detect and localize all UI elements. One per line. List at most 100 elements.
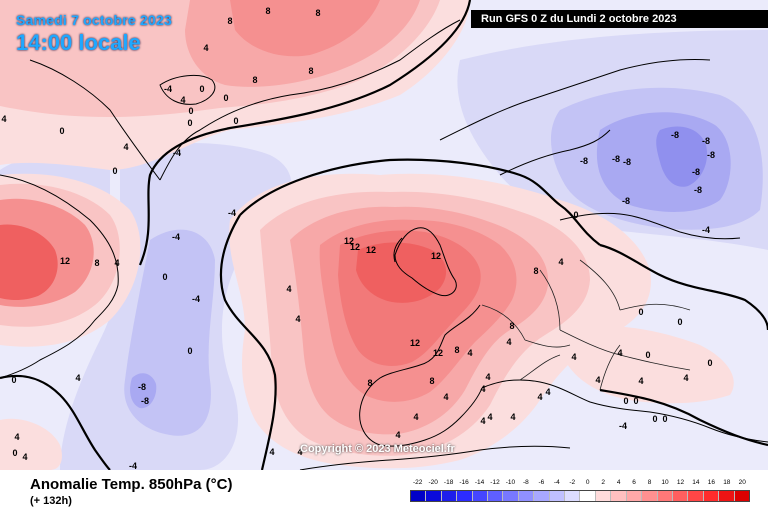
contour-label: 4 [269, 447, 274, 457]
legend-label: 4 [616, 479, 621, 486]
contour-label: 12 [60, 256, 70, 266]
contour-label: 0 [662, 414, 667, 424]
legend-label: -4 [553, 479, 560, 486]
legend-swatch [411, 491, 427, 501]
legend-swatch [595, 491, 612, 501]
contour-label: -8 [612, 154, 620, 164]
legend-label: -12 [490, 479, 500, 486]
legend-label: 16 [707, 479, 715, 486]
contour-label: 0 [187, 118, 192, 128]
contour-label: 0 [707, 358, 712, 368]
legend-label: 6 [632, 479, 636, 486]
legend-label: -14 [474, 479, 485, 486]
contour-label: 12 [410, 338, 420, 348]
contour-label: 4 [467, 348, 472, 358]
legend-swatch [642, 491, 658, 501]
legend-swatch [657, 491, 673, 501]
contour-label: 0 [199, 84, 204, 94]
contour-label: 0 [652, 414, 657, 424]
legend-label: -20 [428, 479, 438, 486]
legend-label: -16 [459, 479, 469, 486]
coast-baltic [559, 212, 741, 240]
contour-label: 0 [623, 396, 628, 406]
contour-label: 8 [94, 258, 99, 268]
contour-label: 8 [429, 376, 434, 386]
contour-label: 4 [617, 348, 622, 358]
field-title: Anomalie Temp. 850hPa (°C) [30, 476, 233, 493]
contour-label: 12 [344, 236, 354, 246]
map-footer: Anomalie Temp. 850hPa (°C) (+ 132h) -22-… [0, 470, 768, 512]
contour-label: -4 [172, 232, 180, 242]
coast-uk-ireland [393, 227, 457, 297]
contour-label: 4 [485, 372, 490, 382]
contour-label: -8 [141, 396, 149, 406]
legend-label: -22 [413, 479, 423, 486]
legend-swatch [611, 491, 627, 501]
contour-label: 4 [480, 416, 485, 426]
contour-label: -4 [192, 294, 200, 304]
contour-label: -8 [138, 382, 146, 392]
coast-north-africa [299, 445, 571, 470]
contour-label: 8 [227, 16, 232, 26]
contour-label: 0 [112, 166, 117, 176]
contour-label: 4 [638, 376, 643, 386]
contour-label: 4 [123, 142, 128, 152]
contour-label: 4 [595, 375, 600, 385]
coast-iceland [159, 74, 216, 105]
warm-area-southwest [0, 418, 62, 470]
legend-swatch [503, 491, 519, 501]
legend-label: 14 [692, 479, 700, 486]
model-run-banner: Run GFS 0 Z du Lundi 2 octobre 2023 [471, 10, 768, 28]
legend-swatch [441, 491, 458, 501]
legend-swatch [703, 491, 720, 501]
contour-label: 4 [506, 337, 511, 347]
legend-swatch [534, 491, 550, 501]
contour-label: 8 [252, 75, 257, 85]
cold-area-atlantic-inner [130, 373, 157, 409]
contour-label: -4 [702, 225, 710, 235]
legend-label: 8 [647, 479, 652, 486]
contour-label: 4 [537, 392, 542, 402]
contour-label: -4 [619, 421, 627, 431]
legend-swatch [734, 491, 749, 501]
legend-swatch [672, 491, 689, 501]
zero-contours [0, 0, 768, 470]
contour-label: 0 [645, 350, 650, 360]
weather-map: 8 8 8 4 8 8 -4 0 4 0 0 0 0 0 -4 4 4 0 -4 12 8 4 -4 0 -4 12 12 12 12 4… [0, 0, 768, 470]
contour-label: 4 [558, 257, 563, 267]
cold-area-scandinavia-deep [656, 126, 708, 187]
contour-label: 4 [1, 114, 6, 124]
contour-label: -8 [707, 150, 715, 160]
legend-label: 10 [661, 479, 669, 486]
contour-label: 4 [114, 258, 119, 268]
contour-label: 0 [11, 375, 16, 385]
contour-label: 8 [308, 66, 313, 76]
contour-label: 12 [350, 242, 360, 252]
country-borders [481, 259, 691, 391]
legend-label: -6 [538, 479, 545, 486]
contour-label: 4 [443, 392, 448, 402]
contour-label: -8 [580, 156, 588, 166]
legend-swatch [719, 491, 735, 501]
legend-swatch [472, 491, 489, 501]
contour-label: 4 [295, 314, 300, 324]
contour-label: 0 [162, 272, 167, 282]
legend-swatch [565, 491, 581, 501]
contour-label: 0 [573, 210, 578, 220]
legend-label: 20 [738, 479, 746, 486]
zero-contour-east [599, 243, 768, 331]
contour-label: -4 [173, 148, 181, 158]
contour-label: 12 [366, 245, 376, 255]
contour-label: 4 [395, 430, 400, 440]
contour-label: 4 [480, 384, 485, 394]
zero-contour-west [219, 214, 277, 470]
contour-label: 0 [59, 126, 64, 136]
legend-swatch [488, 491, 504, 501]
contour-label: 8 [265, 6, 270, 16]
contour-label: 4 [571, 352, 576, 362]
zero-contour-balkans [599, 388, 768, 447]
contour-label: 0 [233, 116, 238, 126]
legend-label: -10 [505, 479, 516, 486]
contour-label: 4 [14, 432, 19, 442]
